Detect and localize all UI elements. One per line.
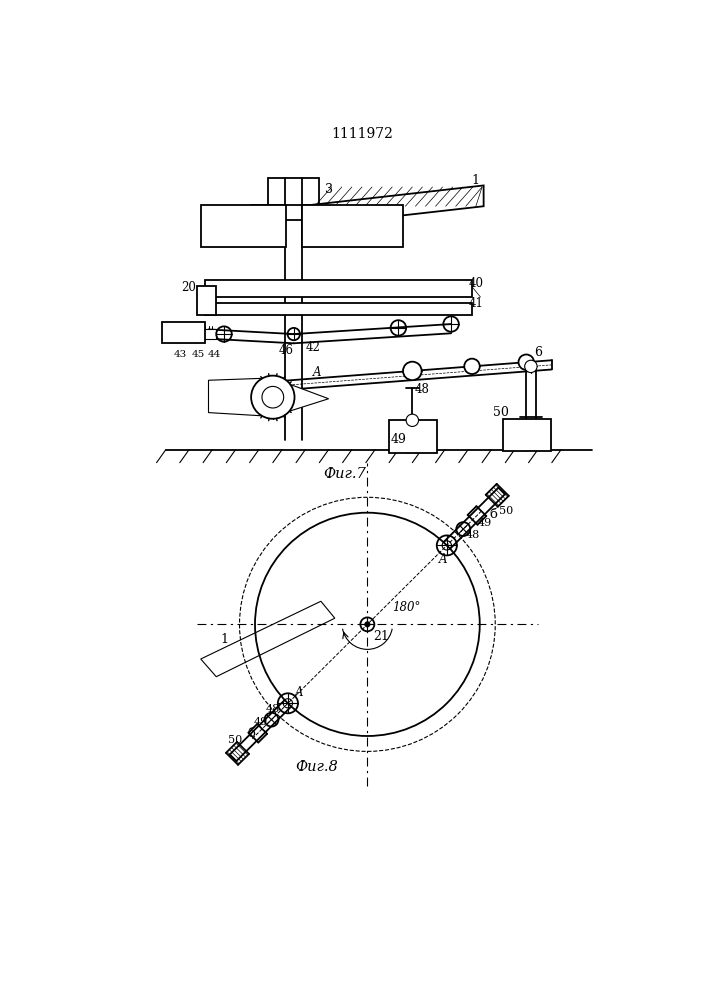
Text: A: A (296, 686, 304, 699)
Text: 47: 47 (239, 398, 255, 411)
Text: 3: 3 (325, 183, 332, 196)
Text: 49: 49 (478, 518, 492, 528)
Bar (503, 419, 551, 451)
Text: 50: 50 (499, 506, 514, 516)
Text: 44: 44 (208, 350, 221, 359)
Bar (303, 205, 403, 247)
Circle shape (518, 354, 534, 370)
Text: 1: 1 (472, 174, 480, 187)
Text: 50: 50 (493, 406, 508, 419)
Text: 41: 41 (469, 297, 484, 310)
Text: 49: 49 (390, 433, 407, 446)
Circle shape (406, 414, 419, 426)
Text: 45: 45 (192, 350, 205, 359)
Text: 21: 21 (373, 630, 390, 643)
Text: 180°: 180° (392, 601, 421, 614)
Bar (204, 280, 472, 297)
Polygon shape (313, 185, 484, 225)
Text: 1111972: 1111972 (331, 127, 393, 141)
Bar (201, 205, 286, 247)
Text: 6: 6 (534, 346, 542, 359)
Text: 43: 43 (173, 350, 187, 359)
Circle shape (251, 376, 295, 419)
Bar (389, 420, 437, 453)
Polygon shape (170, 329, 216, 339)
Text: 50: 50 (228, 735, 243, 745)
Text: Фиг.7: Фиг.7 (323, 467, 366, 481)
Text: 20: 20 (182, 281, 197, 294)
Text: б: б (489, 508, 497, 521)
Text: A: A (439, 553, 448, 566)
Text: A: A (312, 366, 321, 379)
Circle shape (262, 386, 284, 408)
Circle shape (365, 622, 370, 627)
Polygon shape (209, 378, 329, 416)
Circle shape (525, 360, 537, 373)
Bar (197, 286, 216, 315)
Text: 40: 40 (468, 277, 484, 290)
Text: 48: 48 (465, 530, 480, 540)
Bar (162, 322, 204, 343)
Text: 1: 1 (220, 633, 228, 646)
Text: 49: 49 (254, 717, 268, 727)
Text: 48: 48 (266, 704, 280, 714)
Text: Фиг.8: Фиг.8 (296, 760, 339, 774)
Bar (204, 303, 472, 315)
Text: 46: 46 (279, 344, 293, 358)
Circle shape (464, 359, 480, 374)
Text: 42: 42 (305, 341, 320, 354)
Circle shape (403, 362, 421, 380)
Text: 48: 48 (414, 383, 429, 396)
Text: б: б (247, 727, 255, 740)
